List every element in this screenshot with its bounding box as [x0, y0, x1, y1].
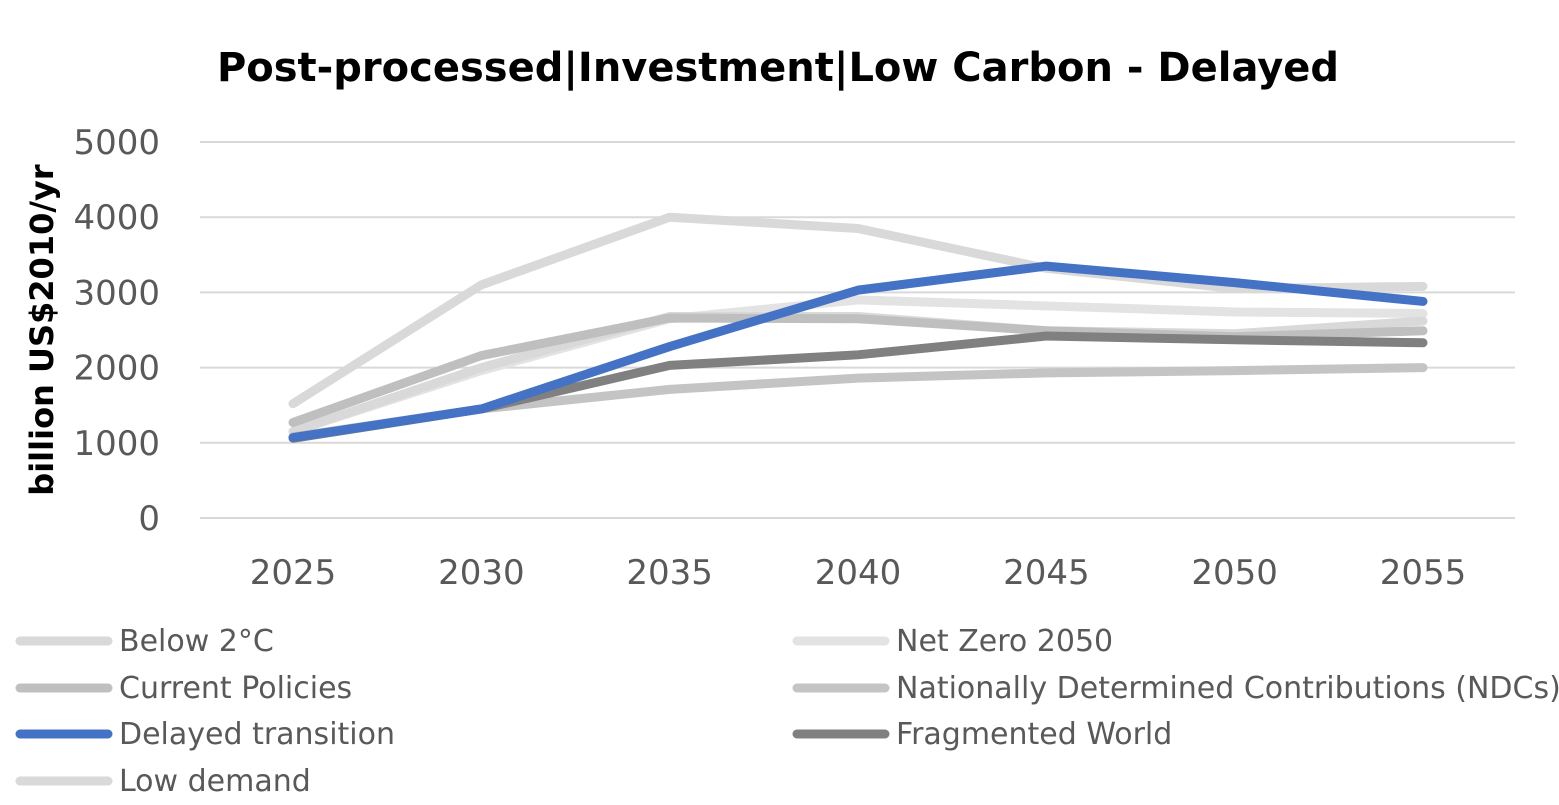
legend-label: Low demand — [119, 764, 311, 799]
legend-label: Below 2°C — [119, 624, 274, 659]
y-tick-label: 5000 — [73, 123, 160, 163]
x-tick-label: 2055 — [1380, 553, 1467, 593]
series-line-0 — [288, 212, 1428, 409]
x-tick-label: 2045 — [1003, 553, 1090, 593]
x-tick-labels: 2025 2030 2035 2040 2045 2050 2055 — [250, 553, 1467, 593]
legend-label: Delayed transition — [119, 717, 395, 752]
series-line-4 — [288, 261, 1428, 443]
series-lines — [288, 212, 1428, 443]
y-tick-label: 4000 — [73, 198, 160, 238]
y-tick-labels: 0 1000 2000 3000 4000 5000 — [73, 123, 160, 539]
legend-label: Net Zero 2050 — [896, 624, 1113, 659]
x-tick-label: 2035 — [626, 553, 713, 593]
y-tick-label: 1000 — [73, 424, 160, 464]
y-axis-label: billion US$2010/yr — [23, 164, 61, 496]
legend-label: Current Policies — [119, 671, 352, 706]
chart-title: Post-processed|Investment|Low Carbon - D… — [217, 45, 1339, 92]
y-tick-label: 3000 — [73, 273, 160, 313]
x-tick-label: 2025 — [250, 553, 337, 593]
y-tick-label: 2000 — [73, 349, 160, 389]
gridlines — [200, 141, 1515, 519]
x-tick-label: 2030 — [438, 553, 525, 593]
x-tick-label: 2040 — [815, 553, 902, 593]
y-tick-label: 0 — [138, 499, 160, 539]
legend-label: Nationally Determined Contributions (NDC… — [896, 671, 1559, 706]
x-tick-label: 2050 — [1191, 553, 1278, 593]
series-line-5 — [288, 331, 1428, 443]
legend: Below 2°C Net Zero 2050 Current Policies Na… — [15, 624, 1559, 799]
legend-label: Fragmented World — [896, 717, 1172, 752]
